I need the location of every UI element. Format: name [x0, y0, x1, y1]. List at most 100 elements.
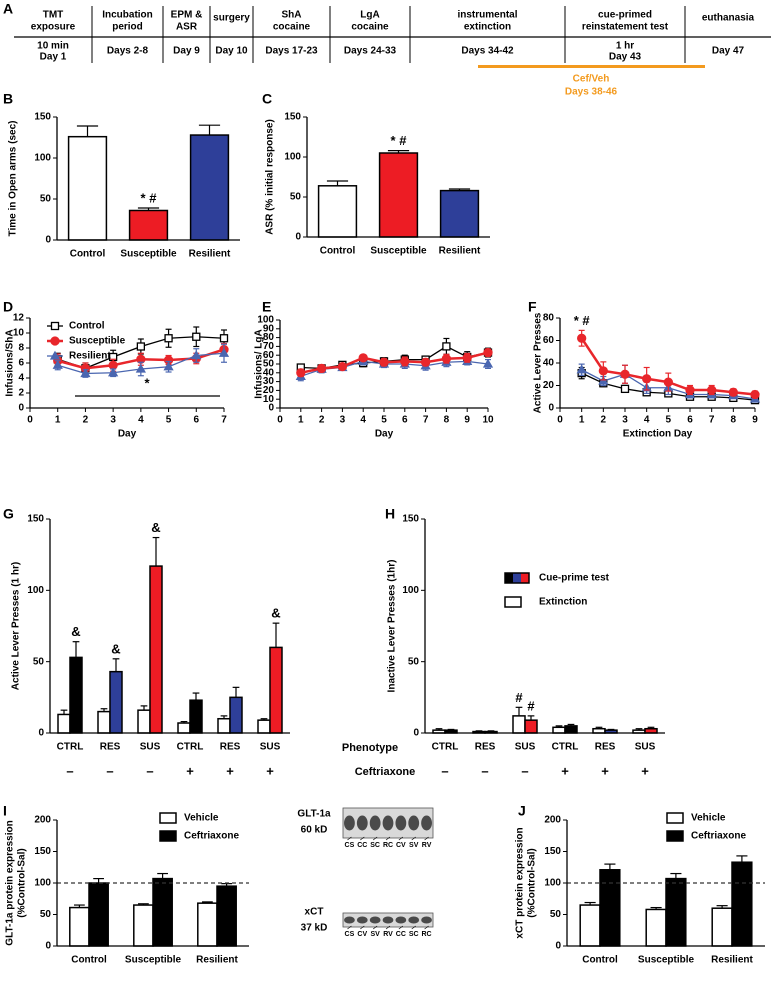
legend-swatch — [666, 830, 684, 842]
lane-label: CV — [396, 842, 406, 849]
legend-swatch-border — [504, 572, 530, 584]
stage-time: Day 1 — [40, 52, 67, 63]
legend-swatch — [666, 812, 684, 824]
stage-time: Days 24-33 — [344, 46, 397, 57]
stage-time: Day 10 — [215, 46, 248, 57]
y-tick-label: 10 — [13, 328, 25, 339]
treatment-label: Days 38-46 — [565, 87, 618, 98]
y-tick-label: 50 — [408, 656, 420, 667]
bar — [257, 719, 271, 734]
significance: & — [271, 606, 280, 621]
bar — [137, 709, 151, 734]
blot-band — [369, 815, 381, 831]
lane-label: RV — [422, 842, 432, 849]
y-axis-label: Inactive Lever Presses (1hr) — [387, 560, 398, 693]
bar — [197, 902, 218, 947]
blot-size: 37 kD — [301, 923, 328, 934]
stage-name: exposure — [31, 22, 76, 33]
y-tick-label: 0 — [38, 728, 44, 739]
bar — [229, 696, 243, 734]
x-tick-label: 6 — [402, 415, 408, 426]
x-axis-label: Extinction Day — [623, 429, 693, 440]
x-tick-label: CTRL — [552, 742, 579, 753]
data-point — [379, 357, 389, 367]
treatment-sign: + — [186, 763, 194, 778]
bar — [189, 699, 203, 734]
data-point — [358, 353, 368, 363]
significance: # — [527, 698, 535, 713]
bar — [88, 882, 109, 947]
y-tick-label: 0 — [413, 728, 419, 739]
stage-time: Days 34-42 — [461, 46, 514, 57]
stage-name: extinction — [464, 22, 511, 33]
bar — [439, 189, 480, 238]
treatment-title: Ceftriaxone — [355, 766, 416, 778]
lane-label: SV — [409, 842, 419, 849]
data-point — [750, 389, 760, 400]
treatment-sign: + — [601, 763, 609, 778]
treatment-sign: – — [66, 763, 73, 778]
y-tick-label: 50 — [550, 909, 562, 920]
x-tick-label: CTRL — [432, 742, 459, 753]
data-point — [136, 342, 146, 351]
treatment-sign: – — [106, 763, 113, 778]
legend-marker — [50, 321, 60, 331]
y-tick-label: 100 — [544, 878, 561, 889]
x-tick-label: 2 — [83, 415, 89, 426]
bar — [731, 861, 753, 947]
lane-tick — [424, 836, 429, 841]
x-axis-label: Day — [118, 429, 137, 440]
significance: * # — [141, 190, 158, 205]
stage-time: Day 47 — [712, 46, 745, 57]
category-title: Phenotype — [342, 742, 398, 754]
data-point — [52, 359, 63, 369]
x-tick-label: 8 — [444, 415, 450, 426]
blot-band — [382, 815, 394, 831]
blot-band — [344, 916, 355, 924]
data-point — [191, 350, 202, 360]
data-point — [163, 361, 174, 371]
x-tick-label: 3 — [622, 415, 628, 426]
panel-label: B — [3, 91, 13, 107]
y-tick-label: 60 — [543, 335, 555, 346]
x-tick-label: 2 — [319, 415, 325, 426]
x-tick-label: 4 — [360, 415, 366, 426]
stage-name: euthanasia — [702, 13, 755, 24]
x-tick-label: SUS — [635, 742, 656, 753]
significance: * # — [574, 313, 591, 328]
x-tick-label: RES — [475, 742, 496, 753]
bar — [69, 656, 83, 734]
treatment-sign: + — [561, 763, 569, 778]
stage-name: ASR — [176, 22, 198, 33]
y-tick-label: 8 — [18, 343, 24, 354]
legend-label: Ceftriaxone — [184, 831, 239, 842]
x-tick-label: Resilient — [439, 246, 481, 257]
treatment-sign: – — [146, 763, 153, 778]
stage-time: 1 hr — [616, 41, 634, 52]
panel-label: F — [528, 299, 537, 315]
y-tick-label: 0 — [555, 941, 561, 952]
y-tick-label: 200 — [34, 815, 51, 826]
legend-swatch — [159, 812, 177, 824]
y-tick-label: 0 — [45, 235, 51, 246]
x-tick-label: 1 — [298, 415, 304, 426]
y-tick-label: 100 — [27, 585, 44, 596]
data-point — [685, 385, 695, 395]
legend-label: Vehicle — [691, 813, 726, 824]
x-tick-label: 4 — [138, 415, 144, 426]
y-axis-label: (%Control-Sal) — [17, 848, 28, 917]
lane-tick — [385, 836, 391, 841]
x-tick-label: 2 — [601, 415, 607, 426]
treatment-bar — [478, 65, 705, 68]
y-tick-label: 100 — [284, 152, 301, 163]
blot-band — [369, 916, 381, 924]
bar — [645, 908, 667, 947]
data-point — [400, 356, 410, 367]
bar — [67, 135, 108, 241]
y-tick-label: 200 — [544, 815, 561, 826]
data-point — [728, 387, 738, 397]
x-tick-label: 0 — [277, 415, 283, 426]
x-tick-label: 3 — [110, 415, 116, 426]
legend-swatch — [513, 573, 521, 583]
